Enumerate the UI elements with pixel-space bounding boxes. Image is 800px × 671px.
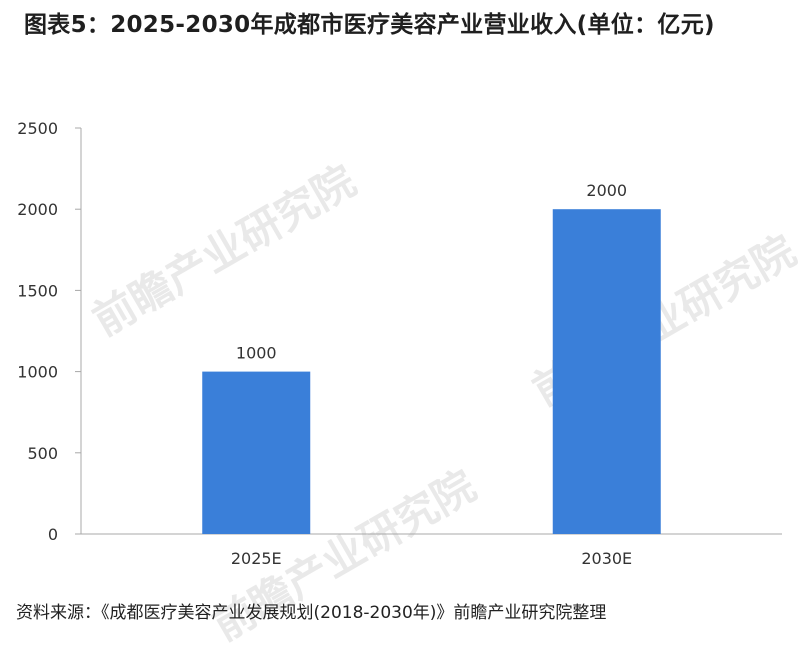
y-tick-label: 500 bbox=[27, 444, 58, 463]
y-tick-label: 1000 bbox=[17, 363, 58, 382]
x-tick-label: 2025E bbox=[231, 549, 282, 568]
x-tick-label: 2030E bbox=[581, 549, 632, 568]
y-tick-label: 1500 bbox=[17, 281, 58, 300]
data-label: 2000 bbox=[586, 181, 627, 200]
chart-title: 图表5：2025-2030年成都市医疗美容产业营业收入(单位：亿元) bbox=[24, 12, 715, 38]
y-tick-label: 2500 bbox=[17, 119, 58, 138]
y-tick-label: 2000 bbox=[17, 200, 58, 219]
bar bbox=[552, 209, 661, 534]
data-label: 1000 bbox=[236, 344, 277, 363]
bar bbox=[202, 371, 311, 534]
y-tick-label: 0 bbox=[48, 525, 58, 544]
bar-chart: 0 500 1000 1500 2000 2500 1000 2025E 2000 2030E bbox=[17, 119, 782, 568]
source-note: 资料来源：《成都医疗美容产业发展规划(2018-2030年)》前瞻产业研究院整理 bbox=[16, 603, 607, 623]
